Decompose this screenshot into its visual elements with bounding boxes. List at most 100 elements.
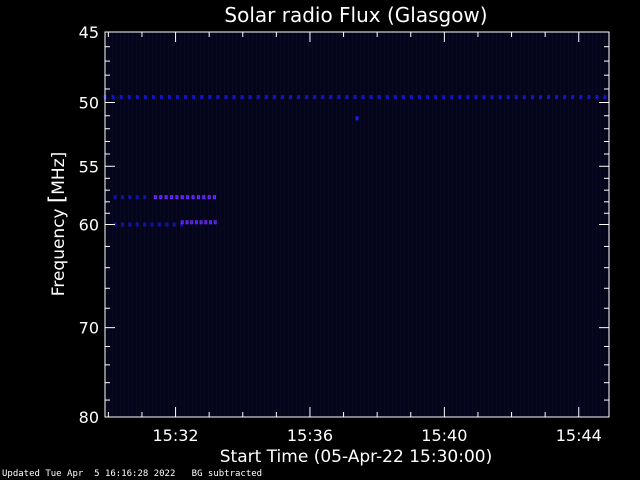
- y-axis-label: Frequency [MHz]: [45, 152, 69, 296]
- emission-mark: [377, 95, 381, 100]
- emission-mark: [482, 95, 486, 100]
- emission-mark: [458, 95, 462, 100]
- x-tick-label: 15:40: [421, 426, 467, 445]
- emission-mark: [128, 195, 132, 200]
- emission-mark: [224, 95, 228, 100]
- emission-mark: [150, 222, 154, 227]
- emission-mark: [595, 95, 599, 100]
- emission-mark: [385, 95, 389, 100]
- y-tick-label: 80: [79, 408, 99, 427]
- emission-mark: [434, 95, 438, 100]
- y-tick-label: 45: [79, 23, 99, 42]
- emission-mark: [184, 95, 188, 100]
- emission-mark: [272, 95, 276, 100]
- emission-mark: [135, 95, 139, 100]
- emission-mark-core: [181, 221, 183, 224]
- emission-point: [355, 116, 359, 121]
- y-tick-label: 55: [79, 157, 99, 176]
- emission-mark-core: [214, 196, 216, 199]
- emission-mark-core: [200, 221, 202, 224]
- emission-mark: [466, 95, 470, 100]
- x-tick-label: 15:36: [287, 426, 333, 445]
- emission-mark: [579, 95, 583, 100]
- status-spacer: [175, 469, 191, 479]
- emission-mark: [547, 95, 551, 100]
- emission-mark: [305, 95, 309, 100]
- emission-mark: [113, 195, 117, 200]
- emission-mark: [143, 195, 147, 200]
- emission-mark-core: [165, 196, 167, 199]
- emission-mark-core: [154, 196, 156, 199]
- y-tick-label: 70: [79, 319, 99, 338]
- emission-mark-core: [195, 221, 197, 224]
- emission-mark: [329, 95, 333, 100]
- emission-mark: [571, 95, 575, 100]
- emission-mark: [506, 95, 510, 100]
- emission-mark-core: [203, 196, 205, 199]
- emission-mark: [474, 95, 478, 100]
- emission-mark-core: [186, 221, 188, 224]
- emission-mark-core: [208, 196, 210, 199]
- emission-mark: [514, 95, 518, 100]
- emission-mark: [208, 95, 212, 100]
- emission-mark: [264, 95, 268, 100]
- emission-mark: [417, 95, 421, 100]
- emission-mark: [409, 95, 413, 100]
- x-tick-label: 15:44: [556, 426, 602, 445]
- emission-mark: [353, 95, 357, 100]
- emission-mark: [135, 222, 139, 227]
- emission-mark: [361, 95, 365, 100]
- emission-mark: [180, 222, 184, 227]
- emission-mark: [159, 95, 163, 100]
- emission-mark: [337, 95, 341, 100]
- emission-mark: [216, 95, 220, 100]
- emission-mark: [119, 95, 123, 100]
- emission-mark-core: [187, 196, 189, 199]
- y-axis-label-bracket: [: [45, 195, 69, 203]
- emission-mark: [345, 95, 349, 100]
- emission-mark-core: [176, 196, 178, 199]
- emission-mark: [192, 95, 196, 100]
- emission-layer: [103, 95, 607, 227]
- emission-mark: [128, 222, 132, 227]
- emission-mark: [530, 95, 534, 100]
- emission-mark: [135, 195, 139, 200]
- emission-mark: [442, 95, 446, 100]
- emission-mark: [563, 95, 567, 100]
- y-tick-label: 50: [79, 94, 99, 113]
- emission-mark: [297, 95, 301, 100]
- emission-mark: [168, 95, 172, 100]
- emission-mark: [172, 222, 176, 227]
- emission-mark: [120, 195, 124, 200]
- y-axis-label-unit: MHz]: [49, 152, 69, 195]
- emission-mark: [176, 95, 180, 100]
- emission-mark: [280, 95, 284, 100]
- emission-mark: [200, 95, 204, 100]
- emission-mark: [313, 95, 317, 100]
- emission-mark: [143, 222, 147, 227]
- emission-mark: [157, 222, 161, 227]
- axis-labels: Solar radio Flux (Glasgow) Start Time (0…: [45, 3, 492, 467]
- emission-mark: [248, 95, 252, 100]
- emission-mark: [603, 95, 607, 100]
- emission-mark: [321, 95, 325, 100]
- emission-mark: [555, 95, 559, 100]
- emission-mark-core: [205, 221, 207, 224]
- emission-mark-core: [197, 196, 199, 199]
- emission-mark-core: [191, 221, 193, 224]
- chart-title: Solar radio Flux (Glasgow): [224, 3, 487, 27]
- emission-mark-core: [192, 196, 194, 199]
- emission-mark: [498, 95, 502, 100]
- emission-mark: [111, 95, 115, 100]
- emission-mark: [288, 95, 292, 100]
- emission-mark-core: [171, 196, 173, 199]
- emission-mark: [490, 95, 494, 100]
- emission-mark: [538, 95, 542, 100]
- emission-mark: [426, 95, 430, 100]
- background-note: BG subtracted: [191, 469, 263, 479]
- plot-axes: 15:32 15:36 15:40 15:44 45 50 55 60 70 80: [79, 23, 610, 445]
- emission-mark: [127, 95, 131, 100]
- emission-mark: [165, 222, 169, 227]
- emission-mark: [120, 222, 124, 227]
